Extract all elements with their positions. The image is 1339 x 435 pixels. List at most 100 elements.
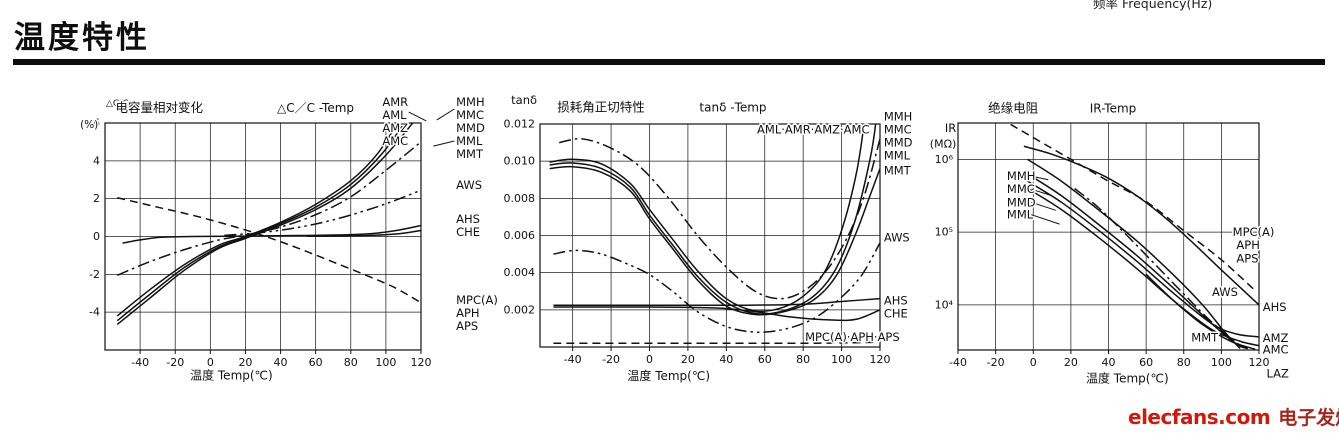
label-温度 Temp(℃): 温度 Temp(℃) xyxy=(1086,370,1169,385)
previous-chart-cut-axis-label: 频率 Frequency(Hz) xyxy=(1093,0,1213,11)
svg-text:0: 0 xyxy=(1030,356,1037,369)
plot-frame xyxy=(539,123,881,348)
svg-text:100: 100 xyxy=(831,353,852,366)
svg-text:-4: -4 xyxy=(89,306,100,319)
grid xyxy=(540,123,881,347)
svg-text:-40: -40 xyxy=(564,353,582,366)
label-AWS: AWS xyxy=(456,178,482,192)
label-AMC: AMC xyxy=(1263,342,1289,356)
svg-text:0.006: 0.006 xyxy=(504,229,536,242)
label-MMH: MMH xyxy=(456,95,485,109)
svg-text:-40: -40 xyxy=(131,356,149,369)
label-AHS: AHS xyxy=(884,294,908,308)
svg-text:4: 4 xyxy=(93,154,100,167)
series-CHE xyxy=(306,229,421,238)
series-MPC(A)·APH·APS xyxy=(117,196,421,304)
label-AMZ: AMZ xyxy=(1263,331,1289,345)
series-MMD xyxy=(116,123,414,326)
series-MML (AMC) xyxy=(1027,187,1259,347)
svg-text:10⁶: 10⁶ xyxy=(935,153,954,166)
series-group xyxy=(549,124,880,345)
svg-text:20: 20 xyxy=(238,356,252,369)
label-tanδ -Temp: tanδ -Temp xyxy=(699,100,766,114)
label-APS: APS xyxy=(1236,251,1258,265)
series-MMT xyxy=(549,165,880,316)
label-MPC(A): MPC(A) xyxy=(456,293,498,307)
series-MPC(A)·APH·APS xyxy=(553,340,880,345)
label-MMC: MMC xyxy=(456,108,484,122)
series-group xyxy=(116,123,421,326)
series-MML·MMT xyxy=(116,141,421,276)
label-MML: MML xyxy=(456,134,483,148)
series-AHS xyxy=(553,297,880,307)
label-APS: APS xyxy=(456,319,478,333)
series-MMD (AMZ) xyxy=(1027,180,1259,338)
series-AHS xyxy=(122,224,421,244)
label-MMT: MMT xyxy=(456,147,484,161)
series-MMH (AMR·AML·AMZ·AMC) xyxy=(116,123,399,317)
series-AWS xyxy=(553,242,880,333)
label-MMH: MMH xyxy=(1007,169,1036,183)
leader-lines xyxy=(408,108,455,147)
svg-text:0.008: 0.008 xyxy=(504,192,536,205)
svg-text:-20: -20 xyxy=(166,356,184,369)
insulation-resistance-chart: -40 -20 0 20 40 60 80 100 120 10⁶ 10⁵ 10⁴ IR (MΩ) 绝缘电阻… xyxy=(928,99,1290,387)
label-MML: MML xyxy=(1007,208,1034,222)
label-IR: IR xyxy=(945,121,956,135)
svg-text:2: 2 xyxy=(93,192,100,205)
svg-text:40: 40 xyxy=(1102,356,1116,369)
label-△C／C -Temp: △C／C -Temp xyxy=(277,101,354,115)
series-MMC xyxy=(549,124,877,315)
label-LAZ: LAZ xyxy=(1267,366,1290,380)
plot-frame xyxy=(104,122,422,351)
label-MMD: MMD xyxy=(456,121,485,135)
label-MMC: MMC xyxy=(884,123,912,137)
svg-text:100: 100 xyxy=(1211,356,1232,369)
label-MMT: MMT xyxy=(884,163,912,177)
label-APH: APH xyxy=(1236,238,1259,252)
series-MMC xyxy=(116,123,406,322)
label-AWS: AWS xyxy=(1212,285,1238,299)
svg-text:80: 80 xyxy=(796,353,810,366)
svg-text:-40: -40 xyxy=(949,356,967,369)
svg-text:60: 60 xyxy=(1139,356,1153,369)
leader-lines xyxy=(1031,175,1060,225)
svg-text:0.002: 0.002 xyxy=(504,303,536,316)
label-APH: APH xyxy=(456,306,479,320)
label-IR-Temp: IR-Temp xyxy=(1090,101,1137,115)
svg-text:120: 120 xyxy=(1249,356,1270,369)
label-AMC: AMC xyxy=(382,134,408,148)
series-MMD·MML xyxy=(559,137,880,300)
title-rule xyxy=(13,59,1325,65)
label-AML·AMR·AMZ·AMC: AML·AMR·AMZ·AMC xyxy=(757,123,869,137)
label-AWS: AWS xyxy=(884,230,910,244)
svg-text:40: 40 xyxy=(274,356,288,369)
label-MMC: MMC xyxy=(1007,182,1035,196)
svg-text:0: 0 xyxy=(207,356,214,369)
svg-text:80: 80 xyxy=(1177,356,1191,369)
axis-tick-labels: -40 -20 0 20 40 60 80 100 120 10⁶ 10⁵ 10⁴ xyxy=(935,153,1270,369)
svg-text:0.010: 0.010 xyxy=(504,155,536,168)
curve-labels: △C/C (%) 电容量相对变化 △C／C -Temp 温度 Temp(℃) AMRAML… xyxy=(79,94,500,384)
series-MPC(A)·APH·APS xyxy=(1010,123,1254,290)
label-MMD: MMD xyxy=(884,136,913,150)
svg-text:0: 0 xyxy=(93,230,100,243)
series-group xyxy=(1010,123,1259,350)
series-AWS xyxy=(224,189,421,237)
label-温度 Temp(℃): 温度 Temp(℃) xyxy=(190,368,273,383)
series-MMH xyxy=(1027,158,1241,350)
label-电容量相对变化: 电容量相对变化 xyxy=(116,100,204,115)
footer: elecfans.com 电子发烧友 xyxy=(1128,403,1339,430)
label-MMD: MMD xyxy=(1007,195,1036,209)
series-MMH (AML·AMR·AMZ·AMC) xyxy=(549,124,865,312)
grid xyxy=(957,123,1260,350)
brand-text: 电子发烧友 xyxy=(1278,407,1339,429)
svg-text:0.012: 0.012 xyxy=(504,118,536,131)
svg-text:0: 0 xyxy=(646,353,653,366)
label-AMR: AMR xyxy=(382,95,408,109)
svg-text:6: 6 xyxy=(93,117,100,130)
label-MML: MML xyxy=(884,149,911,163)
